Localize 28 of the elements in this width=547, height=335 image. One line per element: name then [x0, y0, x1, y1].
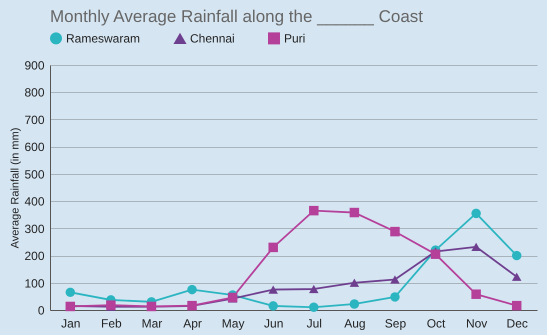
- y-tick-label: 200: [24, 249, 45, 264]
- x-tick-label: Sep: [384, 316, 406, 330]
- y-tick-label: 400: [24, 194, 45, 209]
- y-tick-label: 800: [24, 86, 45, 100]
- legend-label: Puri: [284, 31, 306, 46]
- y-tick-label: 300: [24, 222, 45, 236]
- x-tick-label: Mar: [142, 316, 162, 330]
- y-tick-label: 0: [38, 304, 45, 318]
- x-tick-label: Apr: [183, 316, 202, 330]
- x-tick-label: Dec: [506, 316, 528, 330]
- x-tick-label: Jul: [306, 316, 322, 330]
- legend-label: Rameswaram: [66, 31, 140, 46]
- x-tick-label: Nov: [466, 316, 488, 330]
- x-tick-label: May: [222, 316, 244, 330]
- legend-label: Chennai: [190, 32, 235, 46]
- x-tick-label: Feb: [101, 316, 122, 330]
- y-tick-label: 700: [24, 112, 45, 127]
- y-tick-label: 500: [24, 167, 45, 182]
- point: [309, 302, 319, 312]
- chart-title: Monthly Average Rainfall along the ______ Coast: [50, 7, 424, 26]
- x-tick-label: Jun: [264, 316, 284, 330]
- x-tick-label: Aug: [344, 316, 366, 330]
- y-tick-label: 100: [24, 276, 45, 290]
- y-tick-label: 900: [24, 58, 45, 72]
- x-tick-label: Jan: [61, 316, 80, 330]
- y-axis-title: Average Rainfall (in mm): [9, 128, 22, 248]
- y-tick-label: 600: [24, 140, 45, 154]
- x-tick-label: Oct: [426, 316, 446, 330]
